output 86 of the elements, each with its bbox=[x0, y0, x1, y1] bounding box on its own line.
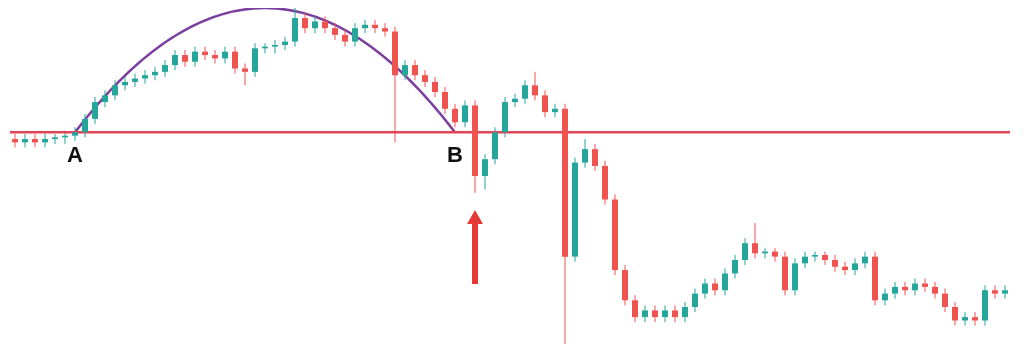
candlestick bbox=[672, 304, 678, 323]
candlestick bbox=[822, 251, 828, 266]
candlestick bbox=[152, 66, 158, 81]
candlestick bbox=[692, 288, 698, 313]
candlestick bbox=[892, 281, 898, 300]
candlestick bbox=[402, 59, 408, 81]
candlestick bbox=[232, 46, 238, 75]
annotation: A bbox=[67, 142, 83, 169]
candlestick bbox=[342, 29, 348, 48]
candlestick bbox=[592, 143, 598, 172]
candlestick bbox=[102, 89, 108, 108]
candlestick bbox=[412, 59, 418, 81]
candlestick bbox=[72, 126, 78, 142]
candlestick bbox=[312, 15, 318, 34]
candlestick bbox=[662, 304, 668, 323]
candlestick bbox=[732, 254, 738, 279]
candlestick bbox=[52, 133, 58, 145]
candlestick bbox=[702, 277, 708, 300]
candlestick bbox=[352, 22, 358, 48]
candlestick bbox=[212, 49, 218, 64]
candlestick bbox=[82, 113, 88, 138]
candlestick bbox=[142, 69, 148, 85]
candlestick bbox=[32, 133, 38, 148]
candlestick bbox=[912, 277, 918, 296]
candlestick bbox=[542, 89, 548, 118]
candlestick bbox=[432, 76, 438, 98]
candlestick bbox=[242, 62, 248, 86]
candlestick bbox=[382, 22, 388, 38]
candlestick bbox=[922, 277, 928, 293]
candlestick bbox=[642, 304, 648, 323]
candlestick bbox=[862, 251, 868, 269]
candlestick bbox=[752, 222, 758, 259]
candlestick bbox=[222, 46, 228, 64]
annotation: B bbox=[447, 142, 463, 169]
candlestick bbox=[992, 284, 998, 300]
candlestick bbox=[902, 281, 908, 296]
candlestick bbox=[522, 79, 528, 105]
candlestick bbox=[972, 311, 978, 327]
candlestick bbox=[1002, 284, 1008, 300]
candlestick bbox=[372, 19, 378, 34]
candlestick bbox=[362, 19, 368, 34]
candlestick bbox=[462, 99, 468, 128]
candlestick bbox=[802, 251, 808, 269]
candlestick bbox=[442, 86, 448, 115]
candlestick bbox=[632, 294, 638, 323]
candlestick bbox=[712, 277, 718, 296]
candlestick bbox=[332, 22, 338, 41]
candlestick bbox=[92, 96, 98, 125]
candlestick bbox=[832, 254, 838, 273]
candlestick bbox=[22, 133, 28, 148]
candlestick bbox=[512, 93, 518, 108]
candlestick bbox=[852, 257, 858, 276]
candlestick bbox=[532, 71, 538, 101]
candlestick bbox=[422, 69, 428, 88]
candlestick bbox=[952, 301, 958, 327]
candlestick bbox=[482, 153, 488, 190]
candlestick bbox=[942, 288, 948, 313]
candlestick bbox=[42, 133, 48, 148]
candlestick bbox=[552, 103, 558, 118]
candlestick bbox=[682, 301, 688, 323]
candlestick bbox=[252, 42, 258, 78]
candlestick bbox=[842, 261, 848, 276]
candlestick bbox=[272, 39, 278, 54]
candlestick bbox=[12, 133, 18, 148]
candlestick bbox=[282, 36, 288, 51]
candlestick bbox=[722, 267, 728, 296]
candlestick bbox=[192, 46, 198, 68]
candlestick bbox=[302, 12, 308, 34]
candlestick bbox=[172, 49, 178, 71]
candlestick bbox=[582, 138, 588, 169]
candlestick bbox=[162, 59, 168, 78]
candlestick bbox=[772, 247, 778, 263]
candlestick bbox=[132, 73, 138, 88]
candlestick bbox=[932, 281, 938, 300]
candlestick bbox=[112, 79, 118, 101]
candlestick bbox=[122, 76, 128, 91]
candlestick bbox=[742, 237, 748, 266]
candlestick bbox=[182, 49, 188, 68]
candlestick bbox=[962, 311, 968, 327]
candlestick bbox=[882, 288, 888, 306]
candlestick bbox=[202, 46, 208, 61]
candlestick bbox=[452, 103, 458, 128]
candlestick bbox=[652, 304, 658, 323]
candlestick bbox=[812, 251, 818, 263]
candlestick bbox=[322, 15, 328, 34]
candlestick bbox=[292, 7, 298, 48]
